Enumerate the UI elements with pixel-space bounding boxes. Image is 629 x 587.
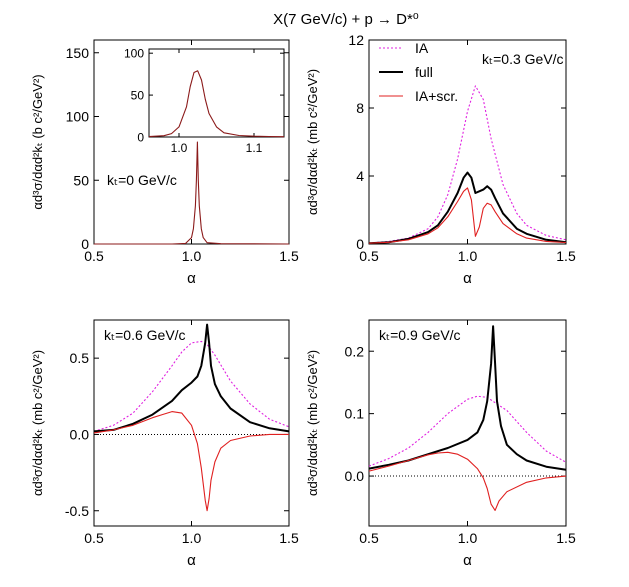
panel-bl: 0.5 1.0 1.5 -0.5 0.0 0.5 α αd³σ/dαd²kₜ (mb c²/G… <box>30 319 299 569</box>
x-tick-label: 1.5 <box>556 530 576 546</box>
panel-tr: 0.5 1.0 1.5 0 4 8 12 α αd³σ/dαd²kₜ (mb c²/GeV²) k… <box>305 32 576 287</box>
kt-annotation: kₜ=0 GeV/c <box>107 172 177 188</box>
x-axis-label: α <box>187 552 196 569</box>
inset-plot: 1.0 1.1 0 50 100 <box>124 47 285 155</box>
y-tick-label: 100 <box>66 109 90 125</box>
inset-y-tick-label: 100 <box>124 47 144 61</box>
series-line-1 <box>94 141 290 245</box>
y-axis-label: αd³σ/dαd²kₜ (b c²/GeV²) <box>30 74 45 209</box>
y-tick-label: 0.5 <box>70 350 90 366</box>
inset-y-tick-label: 50 <box>131 88 145 102</box>
x-tick-label: 0.5 <box>84 530 104 546</box>
panels: 0.5 1.0 1.5 0 50 100 150 α αd³σ/dαd²kₜ (b c²/GeV… <box>30 32 576 569</box>
kt-annotation: kₜ=0.3 GeV/c <box>482 51 564 67</box>
y-tick-label: 4 <box>356 168 364 184</box>
y-tick-label: -0.5 <box>65 503 89 519</box>
x-tick-label: 0.5 <box>359 530 379 546</box>
y-axis-label: αd³σ/dαd²kₜ (mb c²/GeV²) <box>305 350 320 496</box>
legend: IA full IA+scr. <box>379 40 458 104</box>
plot-frame <box>368 39 567 245</box>
figure-title: X(7 GeV/c) + p → D*⁰ <box>273 11 419 28</box>
x-tick-label: 0.5 <box>359 248 379 264</box>
panel-tl: 0.5 1.0 1.5 0 50 100 150 α αd³σ/dαd²kₜ (b c²/GeV… <box>30 39 299 287</box>
y-tick-label: 0.0 <box>345 468 365 484</box>
inset-x-tick-label: 1.0 <box>171 141 188 155</box>
x-axis-label: α <box>187 270 196 287</box>
x-tick-label: 1.5 <box>279 248 299 264</box>
series-line-2 <box>93 323 290 433</box>
series-line-3 <box>368 451 567 511</box>
x-axis-label: α <box>463 270 472 287</box>
kt-annotation: kₜ=0.6 GeV/c <box>104 327 186 343</box>
series-line-full <box>368 171 567 245</box>
inset-background <box>149 49 284 137</box>
x-axis-label: α <box>463 552 472 569</box>
inset-y-tick-label: 0 <box>137 130 144 144</box>
x-tick-label: 0.5 <box>84 248 104 264</box>
legend-entry: IA <box>415 40 429 56</box>
x-tick-label: 1.0 <box>182 530 202 546</box>
panel-br: 0.5 1.0 1.5 0.0 0.1 0.2 α αd³σ/dαd²kₜ (mb c²/Ge… <box>305 319 576 569</box>
y-tick-label: 0.0 <box>70 426 90 442</box>
y-tick-label: 12 <box>348 32 364 48</box>
series-line-ia-scr- <box>368 187 567 244</box>
series-line-ia <box>368 85 567 244</box>
legend-entry: IA+scr. <box>415 88 458 104</box>
y-tick-label: 0.1 <box>345 406 365 422</box>
y-axis-label: αd³σ/dαd²kₜ (mb c²/GeV²) <box>305 69 320 215</box>
y-tick-label: 0.2 <box>345 343 365 359</box>
x-tick-label: 1.0 <box>458 530 478 546</box>
x-tick-label: 1.0 <box>458 248 478 264</box>
x-tick-label: 1.0 <box>182 248 202 264</box>
inset-series-line <box>148 70 285 138</box>
y-tick-label: 50 <box>73 172 89 188</box>
series-line-3 <box>93 411 289 512</box>
inset-x-tick-label: 1.1 <box>246 141 263 155</box>
y-axis-label: αd³σ/dαd²kₜ (mb c²/GeV²) <box>30 350 45 496</box>
kt-annotation: kₜ=0.9 GeV/c <box>379 327 461 343</box>
plot-frame <box>368 319 567 527</box>
inset-plot-frame <box>148 48 285 138</box>
y-tick-label: 0 <box>356 236 364 252</box>
y-tick-label: 150 <box>66 45 90 61</box>
y-tick-label: 8 <box>356 100 364 116</box>
x-tick-label: 1.5 <box>556 248 576 264</box>
series-line-2 <box>368 325 567 471</box>
y-tick-label: 0 <box>81 236 89 252</box>
x-tick-label: 1.5 <box>279 530 299 546</box>
legend-entry: full <box>415 64 433 80</box>
plot-frame <box>93 319 290 527</box>
series-line-1 <box>368 395 567 467</box>
series-line-1 <box>93 340 290 432</box>
